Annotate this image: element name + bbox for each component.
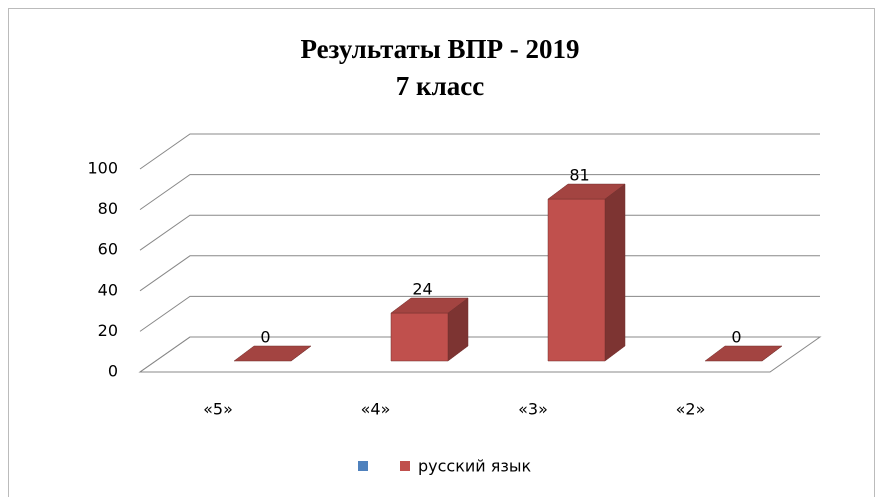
bar-top	[704, 345, 783, 362]
bar	[233, 345, 312, 362]
y-tick-label: 60	[98, 240, 118, 259]
x-tick-label: «5»	[203, 400, 233, 419]
legend-label: русский язык	[418, 457, 532, 476]
x-tick-label: «3»	[518, 400, 548, 419]
value-label: 24	[412, 280, 432, 299]
y-tick-label: 100	[87, 159, 118, 178]
bar	[704, 345, 783, 362]
value-label: 81	[569, 166, 589, 185]
bar-side	[604, 183, 626, 362]
y-tick-label: 80	[98, 199, 118, 218]
legend-swatch-empty	[358, 461, 368, 471]
value-label: 0	[260, 328, 270, 347]
bar	[547, 183, 626, 362]
legend-swatch	[400, 461, 410, 471]
chart-subtitle: 7 класс	[396, 71, 484, 101]
grid-line	[139, 133, 820, 170]
y-tick-label: 20	[98, 321, 118, 340]
bar-top	[233, 345, 312, 362]
y-tick-label: 0	[108, 362, 118, 381]
grid-line	[139, 174, 820, 211]
x-tick-label: «2»	[676, 400, 706, 419]
bar-top	[547, 183, 626, 200]
x-tick-label: «4»	[361, 400, 391, 419]
chart-title: Результаты ВПР - 2019	[300, 34, 579, 64]
y-tick-label: 40	[98, 280, 118, 299]
bar	[390, 297, 469, 362]
chart-frame	[8, 8, 875, 497]
bar-top	[390, 297, 469, 314]
value-label: 0	[731, 328, 741, 347]
bar-front	[547, 198, 606, 362]
bar-front	[390, 312, 449, 362]
